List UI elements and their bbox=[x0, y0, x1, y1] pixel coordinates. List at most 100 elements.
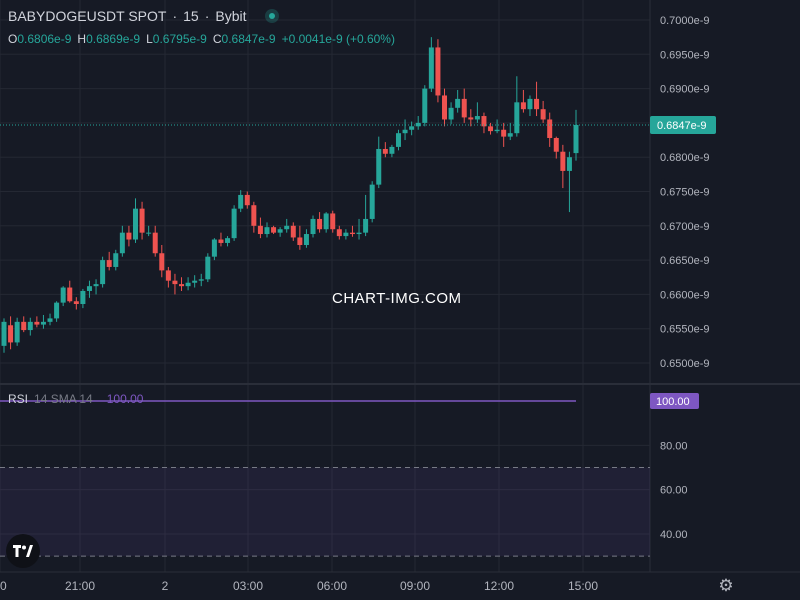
candle-body bbox=[507, 133, 513, 137]
candle-body bbox=[448, 107, 454, 120]
candle-body bbox=[422, 88, 428, 123]
candle-body bbox=[86, 286, 92, 291]
candle-body bbox=[277, 229, 283, 233]
candle-body bbox=[211, 239, 217, 257]
settings-gear-icon[interactable]: ⚙ bbox=[718, 576, 734, 595]
candle-body bbox=[461, 98, 467, 118]
candle-body bbox=[257, 225, 263, 235]
candle-body bbox=[553, 137, 559, 152]
candle-body bbox=[369, 184, 375, 219]
price-tick-label: 0.7000e-9 bbox=[660, 15, 710, 27]
rsi-tick-label: 80.00 bbox=[660, 440, 688, 452]
price-tick-label: 0.6650e-9 bbox=[660, 255, 710, 267]
candle-body bbox=[442, 95, 448, 120]
candle-body bbox=[547, 119, 553, 138]
candle-body bbox=[113, 253, 119, 267]
close-label: C bbox=[212, 32, 222, 46]
candle-body bbox=[356, 232, 362, 235]
candle-body bbox=[119, 232, 125, 254]
candle-body bbox=[428, 47, 434, 89]
candle-body bbox=[336, 229, 342, 237]
candle-body bbox=[47, 318, 53, 322]
low-value: 0.6795e-9 bbox=[152, 32, 207, 46]
candle-body bbox=[8, 325, 14, 343]
candle-body bbox=[468, 117, 474, 120]
header-separator: · bbox=[172, 8, 178, 24]
time-tick-label: 15:00 bbox=[568, 579, 598, 593]
candle-body bbox=[106, 260, 112, 267]
ohlc-legend: O0.6806e-9 H0.6869e-9 L0.6795e-9 C0.6847… bbox=[8, 32, 395, 46]
price-tick-label: 0.6950e-9 bbox=[660, 49, 710, 61]
time-tick-label: 12:00 bbox=[484, 579, 514, 593]
rsi-legend[interactable]: RSI 14 SMA 14 100.00 bbox=[8, 392, 143, 406]
price-tick-label: 0.6600e-9 bbox=[660, 289, 710, 301]
candle-body bbox=[93, 284, 99, 287]
candle-body bbox=[73, 301, 79, 305]
low-label: L bbox=[146, 32, 153, 46]
candle-body bbox=[60, 287, 66, 303]
high-value: 0.6869e-9 bbox=[86, 32, 141, 46]
candle-body bbox=[1, 321, 7, 346]
candle-body bbox=[389, 146, 395, 154]
candle-body bbox=[566, 157, 572, 171]
candle-body bbox=[54, 302, 60, 319]
exchange-label: Bybit bbox=[215, 8, 247, 24]
candle-body bbox=[185, 282, 191, 287]
open-label: O bbox=[8, 32, 18, 46]
candle-body bbox=[395, 133, 401, 147]
candle-body bbox=[317, 218, 323, 230]
candle-body bbox=[343, 232, 349, 237]
candle-body bbox=[540, 109, 546, 120]
chart-header: BABYDOGEUSDT SPOT · 15 · Bybit bbox=[8, 8, 279, 24]
candle-body bbox=[126, 232, 132, 240]
candle-body bbox=[481, 116, 487, 127]
candle-body bbox=[415, 122, 421, 127]
price-tick-label: 0.6500e-9 bbox=[660, 358, 710, 370]
price-tick-label: 0.6700e-9 bbox=[660, 221, 710, 233]
candle-body bbox=[205, 256, 211, 280]
candle-body bbox=[21, 321, 27, 331]
candle-body bbox=[172, 280, 178, 285]
candle-body bbox=[139, 208, 145, 233]
candle-body bbox=[409, 126, 415, 130]
price-tick-label: 0.6750e-9 bbox=[660, 187, 710, 199]
tradingview-logo-icon[interactable] bbox=[6, 534, 40, 568]
candle-body bbox=[179, 284, 185, 287]
interval-label[interactable]: 15 bbox=[183, 8, 199, 24]
candle-body bbox=[527, 98, 533, 110]
header-separator: · bbox=[204, 8, 210, 24]
rsi-tick-label: 40.00 bbox=[660, 529, 688, 541]
open-value: 0.6806e-9 bbox=[17, 32, 72, 46]
candle-body bbox=[67, 287, 73, 302]
candle-body bbox=[14, 321, 20, 343]
candle-body bbox=[146, 232, 152, 234]
change-value: +0.0041e-9 (+0.60%) bbox=[281, 32, 395, 46]
candles-layer bbox=[0, 37, 650, 353]
candle-body bbox=[435, 47, 441, 96]
candle-body bbox=[363, 218, 369, 233]
time-axis: 00 21:00 2 03:00 06:00 09:00 12:00 15:00 bbox=[0, 579, 598, 593]
time-grid bbox=[0, 0, 584, 572]
candle-body bbox=[494, 129, 500, 132]
candle-body bbox=[402, 129, 408, 134]
candle-body bbox=[40, 321, 46, 325]
candle-body bbox=[159, 253, 165, 271]
time-tick-label: 09:00 bbox=[400, 579, 430, 593]
candle-body bbox=[264, 227, 270, 235]
last-price-label: 0.6847e-9 bbox=[657, 120, 707, 132]
watermark: CHART-IMG.COM bbox=[332, 290, 462, 307]
time-tick-label: 06:00 bbox=[317, 579, 347, 593]
candle-body bbox=[251, 205, 257, 226]
candle-body bbox=[488, 126, 494, 132]
candle-body bbox=[80, 290, 86, 305]
candle-body bbox=[284, 225, 290, 230]
price-tick-label: 0.6900e-9 bbox=[660, 84, 710, 96]
close-value: 0.6847e-9 bbox=[221, 32, 276, 46]
last-price-tag bbox=[650, 115, 716, 134]
candle-body bbox=[514, 102, 520, 134]
rsi-value-tag bbox=[650, 393, 699, 409]
symbol-title[interactable]: BABYDOGEUSDT SPOT bbox=[8, 8, 167, 24]
candle-body bbox=[238, 194, 244, 209]
rsi-pane: 80.00 60.00 40.00 100.00 bbox=[0, 393, 699, 557]
